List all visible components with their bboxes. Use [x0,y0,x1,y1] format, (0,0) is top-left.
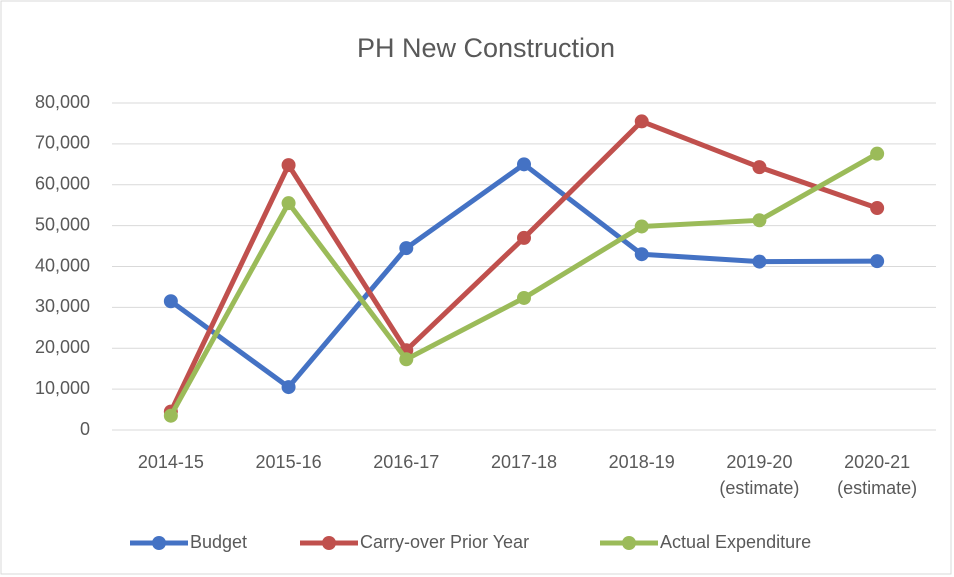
data-point [399,241,414,256]
data-point [634,247,649,262]
chart-title: PH New Construction [357,33,615,63]
data-point [163,408,178,423]
y-tick-label: 0 [80,419,90,439]
legend-label: Actual Expenditure [660,532,811,552]
data-point [870,201,885,216]
x-tick-label: 2015-16 [255,452,322,472]
y-tick-label: 10,000 [35,378,90,398]
y-tick-label: 30,000 [35,296,90,316]
data-point [752,254,767,269]
y-tick-label: 50,000 [35,214,90,234]
data-point [517,157,531,172]
data-point [634,114,649,129]
x-tick-label: 2018-19 [608,452,675,472]
data-point [399,352,414,367]
data-point [517,230,531,245]
x-tick-label: 2020-21 (estimate) [837,452,918,498]
data-point [870,254,885,269]
y-tick-label: 20,000 [35,337,90,357]
legend-label: Budget [190,532,247,552]
x-tick-label: 2016-17 [373,452,440,472]
data-point [281,380,296,395]
y-tick-label: 60,000 [35,174,90,194]
data-point [281,196,296,211]
y-tick-label: 70,000 [35,133,90,153]
x-tick-label: 2014-15 [137,452,204,472]
data-point [752,213,767,228]
y-tick-label: 40,000 [35,255,90,275]
legend-marker [322,536,336,550]
legend-marker [152,536,166,550]
x-tick-label: 2017-18 [490,452,558,472]
legend-label: Carry-over Prior Year [360,532,529,552]
legend-marker [622,536,636,550]
x-tick-label: 2019-20 (estimate) [719,452,800,498]
data-point [281,158,296,173]
data-point [634,219,649,234]
y-tick-label: 80,000 [35,92,90,112]
data-point [517,290,531,305]
data-point [752,160,767,175]
data-point [870,146,885,161]
data-point [163,294,178,309]
